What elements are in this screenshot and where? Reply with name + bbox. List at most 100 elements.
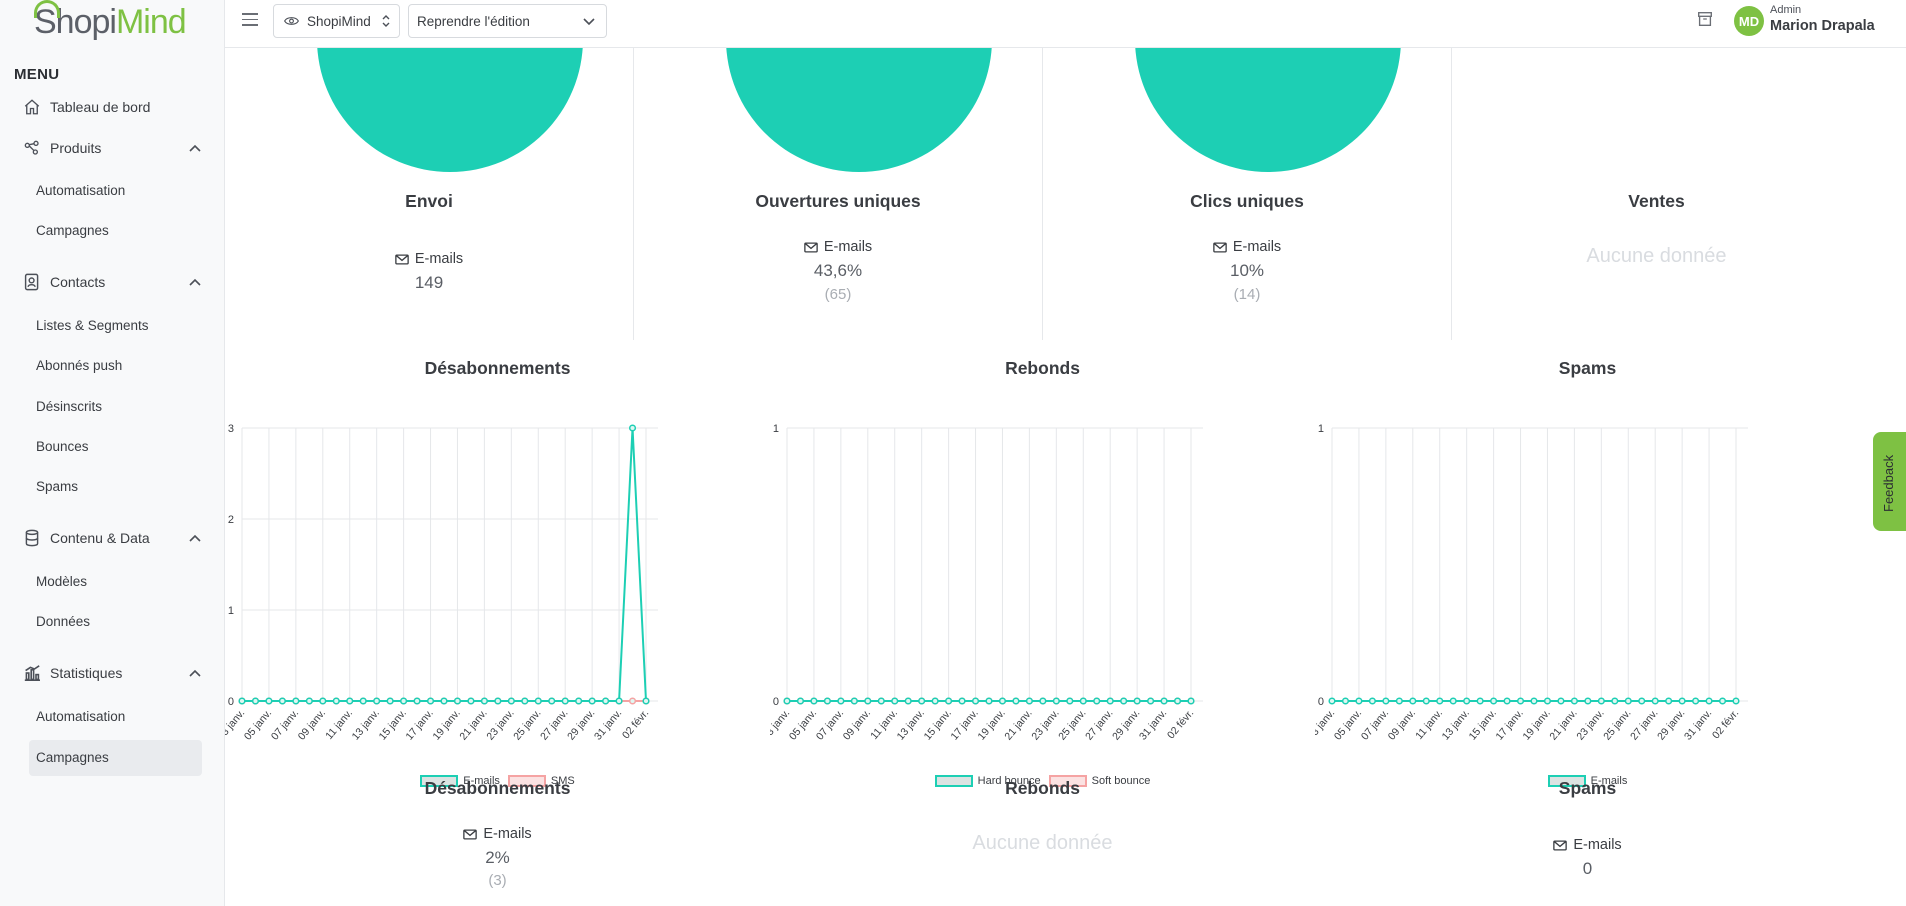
chevron-up-icon[interactable] — [188, 531, 202, 545]
data-point — [1638, 697, 1646, 705]
data-point — [588, 697, 596, 705]
x-tick-label: 21 janv. — [1002, 707, 1034, 742]
data-point — [305, 697, 313, 705]
legend-item[interactable]: E-mails — [1547, 775, 1627, 787]
x-tick-label: 11 janv. — [868, 707, 900, 742]
avatar[interactable]: MD — [1734, 6, 1764, 36]
sidebar-item-statistiques[interactable]: Statistiques — [22, 660, 201, 686]
x-tick-label: 09 janv. — [841, 707, 873, 742]
x-tick-label: 15 janv. — [922, 707, 954, 742]
data-point — [1584, 697, 1592, 705]
x-tick-label: 11 janv. — [1413, 707, 1445, 742]
legend-item[interactable]: E-mails — [420, 775, 500, 787]
data-point — [1025, 697, 1033, 705]
share-icon — [22, 138, 42, 158]
edition-select[interactable]: Reprendre l'édition — [408, 4, 607, 38]
x-tick-label: 19 janv. — [1520, 707, 1552, 742]
data-point — [985, 697, 993, 705]
data-point — [1120, 697, 1128, 705]
store-icon[interactable] — [1696, 10, 1714, 28]
y-tick-label: 0 — [228, 696, 234, 708]
data-point — [1052, 697, 1060, 705]
data-point — [931, 697, 939, 705]
x-tick-label: 21 janv. — [1547, 707, 1579, 742]
legend-item[interactable]: SMS — [507, 775, 575, 787]
home-icon — [22, 97, 42, 117]
x-tick-label: 31 janv. — [1682, 707, 1714, 742]
data-point — [918, 697, 926, 705]
user-name[interactable]: Marion Drapala — [1770, 18, 1875, 34]
sidebar-subitem-donnees[interactable]: Données — [36, 614, 91, 629]
data-point — [628, 424, 637, 432]
sidebar-subitem-spams[interactable]: Spams — [36, 479, 79, 494]
legend-item[interactable]: Soft bounce — [1048, 775, 1150, 787]
x-tick-label: 31 janv. — [592, 707, 624, 742]
sidebar-subitem-listes-segments[interactable]: Listes & Segments — [36, 318, 149, 333]
kpi-title: Ventes — [1628, 191, 1685, 211]
sidebar-item-contacts[interactable]: Contacts — [22, 269, 201, 295]
data-point — [238, 697, 246, 705]
data-point — [1355, 697, 1363, 705]
sidebar-item-produits[interactable]: Produits — [22, 135, 201, 161]
data-point — [413, 697, 421, 705]
shopimind-logo[interactable]: ShopiMind — [34, 0, 187, 44]
data-point — [1516, 697, 1525, 705]
data-point — [1422, 697, 1430, 705]
chevron-up-icon[interactable] — [188, 275, 202, 289]
data-point — [548, 697, 556, 705]
x-tick-label: 15 janv. — [1467, 707, 1499, 742]
kpi-type: E-mails — [1043, 239, 1451, 255]
sidebar-item-contenu-data[interactable]: Contenu & Data — [22, 525, 201, 551]
stat-rebonds: Rebonds Aucune donnée — [770, 778, 1315, 906]
sidebar-subitem-stats-campagnes[interactable]: Campagnes — [29, 740, 202, 776]
data-point — [534, 697, 542, 705]
stat-desabonnements: Désabonnements E-mails 2% (3) — [225, 778, 770, 906]
data-point — [1395, 697, 1403, 705]
data-point — [1651, 697, 1659, 705]
kpi-ventes: Ventes Aucune donnée — [1452, 48, 1861, 340]
kpi-circle — [317, 48, 583, 172]
chevron-up-icon[interactable] — [188, 666, 202, 680]
shop-selector[interactable]: ShopiMind — [273, 4, 400, 38]
y-tick-label: 0 — [1318, 696, 1324, 708]
x-tick-label: 13 janv. — [1440, 707, 1472, 742]
kpi-value: 149 — [414, 273, 444, 292]
sidebar-subitem-automatisation[interactable]: Automatisation — [36, 183, 126, 198]
sidebar-subitem-bounces[interactable]: Bounces — [36, 439, 89, 454]
sidebar-subitem-modeles[interactable]: Modèles — [36, 574, 88, 589]
y-tick-label: 3 — [228, 423, 234, 435]
data-point — [602, 697, 610, 705]
sidebar-subitem-desinscrits[interactable]: Désinscrits — [36, 399, 103, 414]
y-tick-label: 2 — [228, 514, 234, 526]
sidebar-subitem-stats-automatisation[interactable]: Automatisation — [36, 709, 126, 724]
envelope-icon — [804, 241, 818, 253]
chart-legend: Hard bounce Soft bounce — [770, 775, 1315, 787]
eye-icon — [284, 17, 299, 25]
data-point — [783, 697, 791, 705]
sidebar-subitem-campagnes[interactable]: Campagnes — [36, 223, 109, 238]
data-point — [1463, 697, 1471, 705]
x-tick-label: 11 janv. — [323, 707, 355, 742]
data-point — [904, 697, 912, 705]
sidebar-subitem-abonnes-push[interactable]: Abonnés push — [36, 358, 123, 373]
data-point — [1732, 697, 1740, 705]
data-point — [265, 697, 273, 705]
x-tick-label: 25 janv. — [1056, 707, 1088, 742]
data-point — [1039, 697, 1047, 705]
kpi-empty-state: Aucune donnée — [1586, 245, 1727, 267]
data-point — [1503, 697, 1511, 705]
data-point — [1147, 697, 1155, 705]
stat-empty-state: Aucune donnée — [972, 832, 1113, 854]
x-tick-label: 07 janv. — [269, 707, 301, 742]
sidebar-item-dashboard[interactable]: Tableau de bord — [22, 94, 150, 120]
sidebar-item-label: Statistiques — [50, 665, 123, 681]
chevron-up-icon[interactable] — [188, 141, 202, 155]
data-point — [480, 697, 488, 705]
feedback-tab[interactable]: Feedback — [1873, 432, 1906, 531]
data-point — [494, 697, 502, 705]
hamburger-menu-icon[interactable] — [242, 13, 258, 27]
legend-item[interactable]: Hard bounce — [934, 775, 1041, 787]
data-point — [453, 697, 462, 705]
data-point — [400, 697, 408, 705]
